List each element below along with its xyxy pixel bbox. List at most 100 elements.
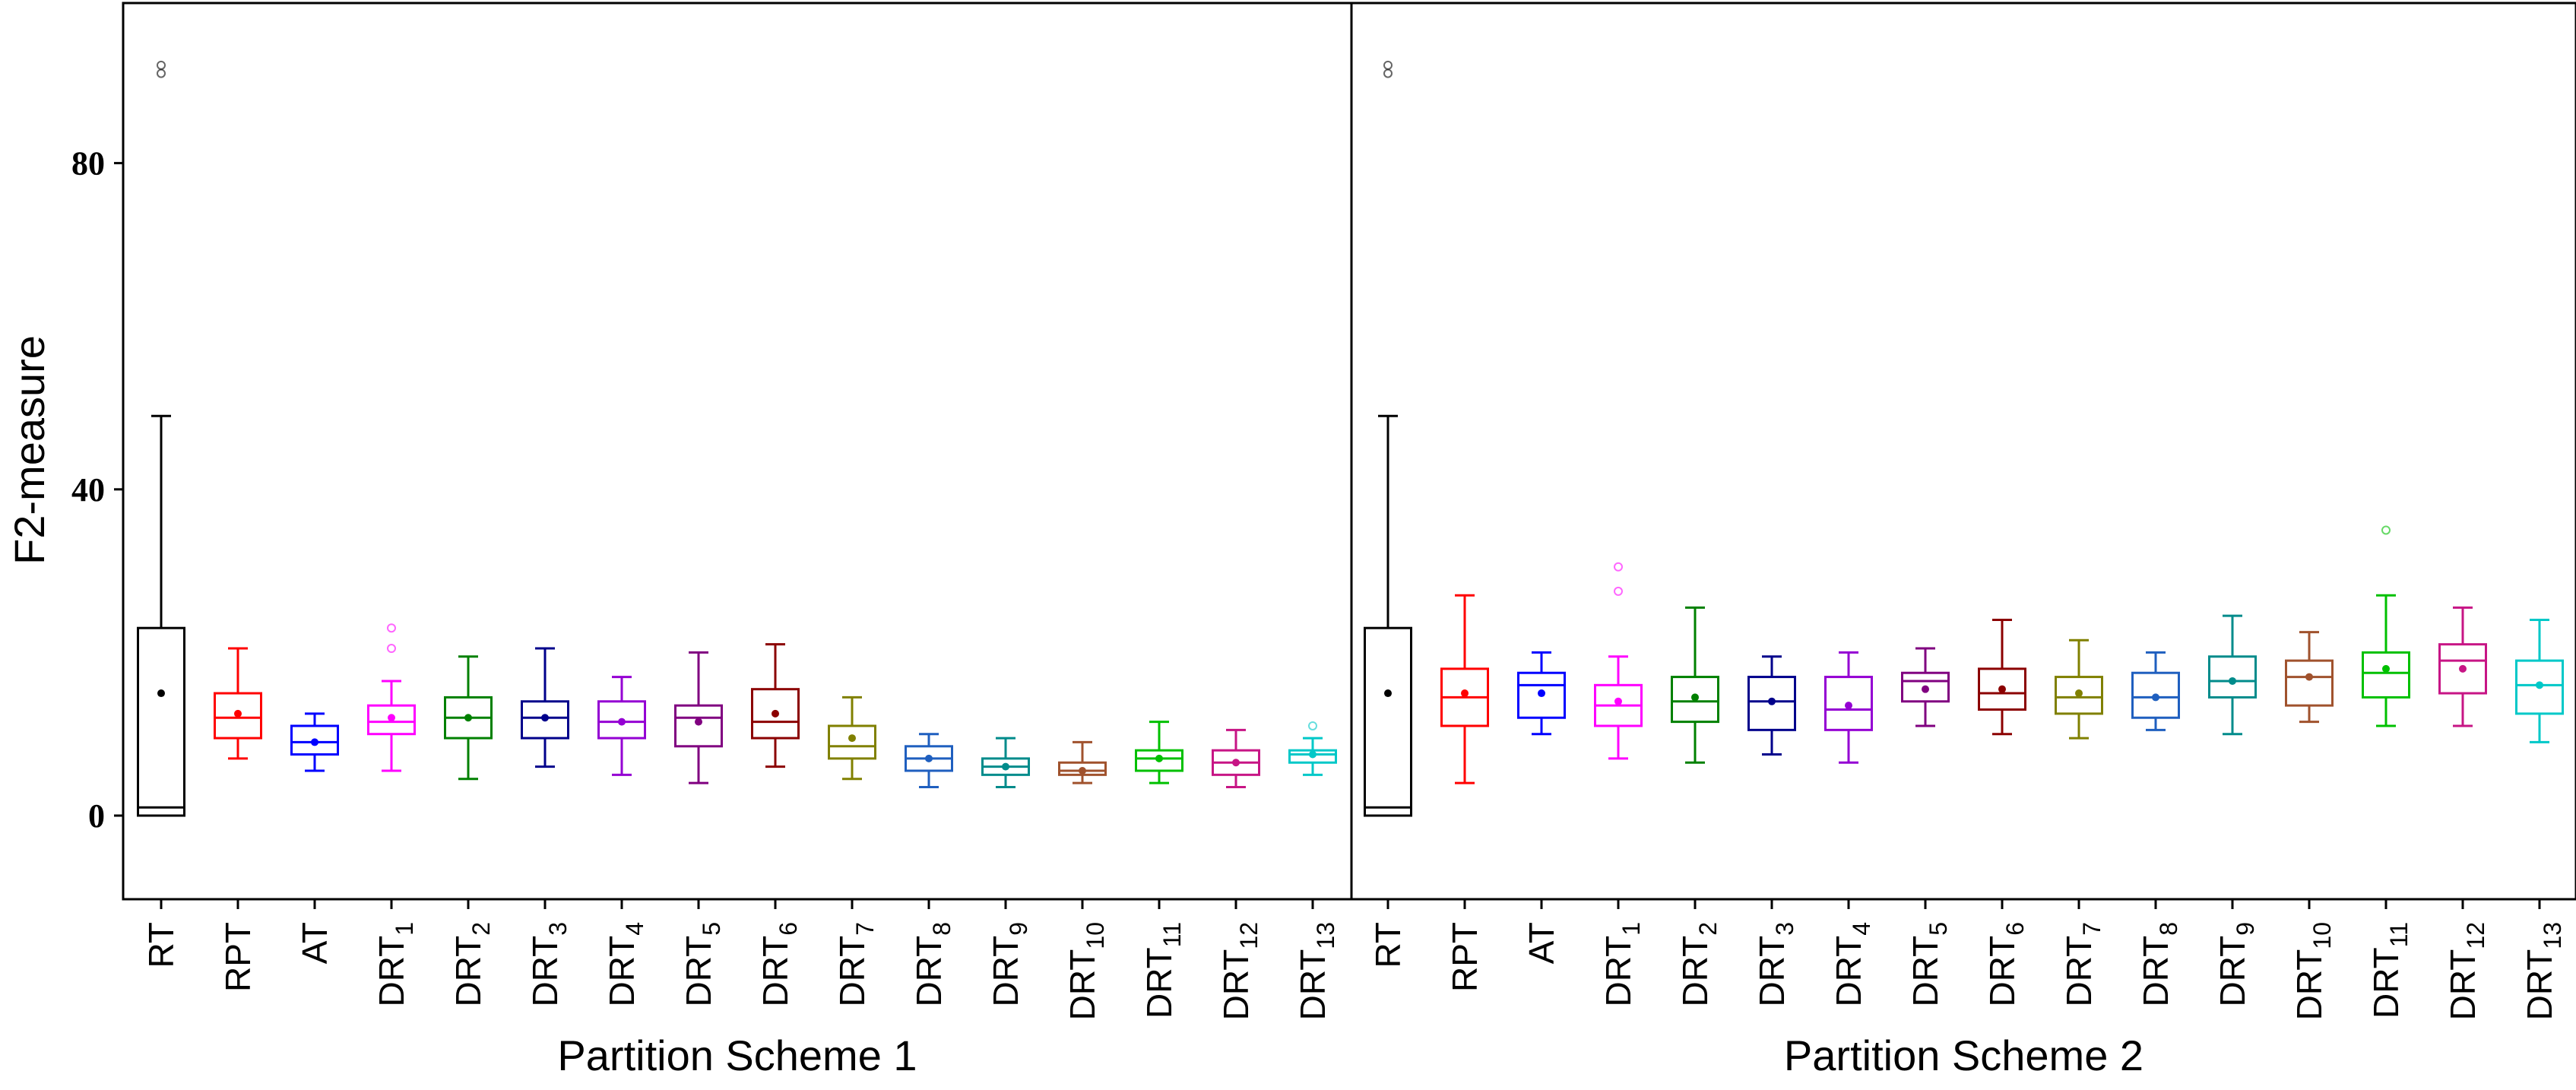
x-tick-label: DRT4: [1829, 922, 1875, 1007]
iqr-box: [674, 704, 723, 748]
x-tick-label: DRT7: [832, 922, 879, 1007]
x-tick-label: AT: [295, 922, 334, 964]
y-axis: 0 40 80: [71, 145, 123, 835]
outlier-point: [1308, 721, 1317, 730]
box-drt11: [1135, 721, 1183, 784]
box-drt5: [674, 651, 723, 784]
mean-point: [2075, 689, 2083, 698]
box-series: [137, 60, 2564, 817]
x-tick-label: RPT: [1445, 922, 1484, 992]
box-drt3: [521, 647, 569, 768]
box-drt1: [1594, 562, 1643, 760]
box-drt6: [751, 643, 800, 768]
iqr-box: [2285, 659, 2334, 707]
box-drt8: [905, 733, 953, 788]
mean-point: [1538, 689, 1545, 698]
x-tick-label: DRT7: [2059, 922, 2105, 1007]
box-drt9: [2208, 614, 2257, 736]
box-drt6: [1978, 618, 2026, 736]
mean-point: [1002, 762, 1009, 771]
x-axis-title-panel-1: Partition Scheme 1: [557, 1031, 917, 1079]
box-drt7: [2055, 638, 2103, 740]
mean-point: [2382, 664, 2390, 673]
box-drt2: [444, 655, 493, 781]
box-drt11: [2362, 525, 2410, 727]
box-drt2: [1671, 606, 1719, 764]
mean-point: [464, 714, 472, 722]
mean-point: [618, 718, 626, 726]
y-tick-label: 80: [71, 145, 105, 182]
box-drt4: [597, 676, 646, 776]
iqr-box: [1517, 671, 1566, 719]
panel-frame-1: [122, 2, 1353, 901]
box-drt5: [1901, 647, 1950, 727]
iqr-box: [828, 724, 876, 760]
mean-point: [2536, 681, 2543, 689]
iqr-box: [1824, 676, 1873, 731]
mean-point: [1768, 697, 1776, 705]
x-tick-label: RT: [141, 922, 181, 968]
mean-point: [1922, 685, 1929, 693]
x-tick-label: AT: [1522, 922, 1561, 964]
outlier-point: [157, 68, 166, 78]
outlier-point: [387, 644, 396, 654]
iqr-box: [1978, 667, 2026, 711]
box-rt: [1364, 60, 1412, 817]
x-tick-label: DRT2: [1675, 922, 1722, 1007]
iqr-box: [1288, 749, 1337, 764]
x-tick-label: DRT6: [1982, 922, 2029, 1007]
box-drt10: [1058, 740, 1107, 784]
box-drt4: [1824, 651, 1873, 764]
outlier-point: [1383, 60, 1393, 70]
y-axis-title: F2-measure: [5, 335, 53, 565]
iqr-box: [2055, 676, 2103, 715]
x-tick-label: DRT12: [1216, 922, 1263, 1020]
x-tick-label: DRT1: [372, 922, 418, 1007]
x-tick-label: DRT9: [986, 922, 1032, 1007]
x-axis-labels: RT RPT AT DRT1 DRT2 DRT3 DRT4 DRT5 DRT6 DRT7 DRT8 D…: [141, 899, 2566, 1079]
box-at: [1517, 651, 1566, 736]
iqr-box: [1135, 749, 1183, 772]
x-axis-title-panel-2: Partition Scheme 2: [1784, 1031, 2143, 1079]
iqr-box: [521, 700, 569, 740]
mean-point: [388, 714, 395, 722]
mean-point: [772, 709, 779, 718]
iqr-box: [367, 704, 416, 736]
iqr-box: [290, 724, 339, 756]
mean-point: [1614, 697, 1622, 705]
box-drt10: [2285, 631, 2334, 724]
x-tick-label: DRT11: [2366, 922, 2413, 1019]
mean-point: [1461, 689, 1469, 698]
iqr-box: [1747, 676, 1796, 731]
box-drt7: [828, 696, 876, 781]
x-tick-label: RT: [1368, 922, 1408, 968]
iqr-box: [1058, 761, 1107, 776]
x-tick-label: DRT2: [448, 922, 495, 1007]
mean-point: [2229, 676, 2236, 685]
mean-point: [234, 709, 242, 718]
iqr-box: [137, 626, 185, 817]
box-drt12: [2438, 606, 2487, 727]
x-tick-label: DRT10: [2289, 922, 2336, 1020]
mean-point: [1845, 702, 1852, 710]
x-tick-label: DRT5: [1906, 922, 1952, 1007]
box-drt1: [367, 623, 416, 772]
x-tick-label: DRT13: [1293, 922, 1339, 1020]
mean-point: [1155, 754, 1163, 762]
iqr-box: [214, 692, 262, 740]
box-drt13: [1288, 721, 1337, 776]
panel-frame-2: [1350, 2, 2576, 901]
box-drt12: [1212, 728, 1260, 788]
iqr-box: [1671, 676, 1719, 724]
box-at: [290, 712, 339, 772]
box-drt13: [2515, 618, 2564, 743]
iqr-box: [2131, 671, 2180, 719]
outlier-point: [1383, 68, 1393, 78]
panel-2: [1364, 60, 2564, 817]
x-tick-label: DRT8: [2136, 922, 2182, 1007]
mean-point: [2152, 693, 2159, 702]
iqr-box: [2362, 651, 2410, 699]
mean-point: [848, 734, 856, 743]
x-tick-label: DRT10: [1063, 922, 1109, 1020]
